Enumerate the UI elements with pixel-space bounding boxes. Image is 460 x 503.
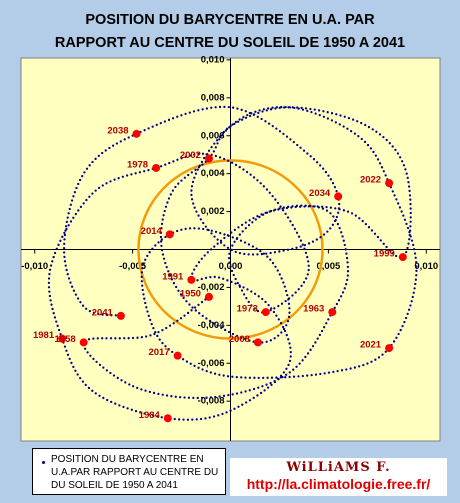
year-label: 1999 <box>374 249 395 260</box>
chart-title: RAPPORT AU CENTRE DU SOLEIL DE 1950 A 20… <box>55 35 405 51</box>
year-label: 1963 <box>303 304 324 315</box>
credit-url: http://la.climatologie.free.fr/ <box>246 476 431 492</box>
year-point <box>261 308 270 317</box>
year-point <box>173 351 182 360</box>
year-point <box>79 338 88 347</box>
year-label: 2002 <box>180 150 201 161</box>
year-label: 2034 <box>309 188 331 199</box>
year-label: 2017 <box>148 347 169 358</box>
year-point <box>132 129 141 138</box>
year-point <box>398 253 407 262</box>
year-point <box>204 154 213 163</box>
legend-label: POSITION DU BARYCENTRE EN U.A.PAR RAPPOR… <box>51 454 219 491</box>
year-point <box>152 163 161 172</box>
legend: POSITION DU BARYCENTRE EN U.A.PAR RAPPOR… <box>32 448 226 495</box>
trajectory <box>47 105 418 421</box>
year-label: 2014 <box>141 226 163 237</box>
year-label: 1958 <box>55 334 76 345</box>
chart-title: POSITION DU BARYCENTRE EN U.A. PAR <box>85 12 375 28</box>
year-label: 1978 <box>127 159 148 170</box>
y-tick-label: 0,002 <box>201 206 225 217</box>
year-point <box>58 334 67 343</box>
y-tick-label: 0,008 <box>201 92 225 103</box>
y-tick-label: -0,002 <box>198 282 225 293</box>
year-label: 1973 <box>237 304 258 315</box>
year-label: 1950 <box>180 288 201 299</box>
year-point <box>328 308 337 317</box>
y-tick-label: -0,006 <box>198 358 225 369</box>
credit-author: WiLLiAMS F. <box>286 460 391 475</box>
y-tick-label: -0,004 <box>198 320 226 331</box>
year-label: 2041 <box>92 307 114 318</box>
x-tick-label: 0,010 <box>414 261 438 272</box>
y-tick-label: -0,008 <box>198 396 225 407</box>
y-tick-label: 0,006 <box>201 130 225 141</box>
credit: WiLLiAMS F. http://la.climatologie.free.… <box>230 458 447 496</box>
x-tick-label: 0,005 <box>317 261 341 272</box>
year-label: 2022 <box>360 175 381 186</box>
x-tick-label: -0,010 <box>21 261 48 272</box>
year-point <box>204 292 213 301</box>
year-point <box>334 192 343 201</box>
year-point <box>385 179 394 188</box>
year-point <box>385 344 394 353</box>
y-tick-label: 0,004 <box>201 168 225 179</box>
sun-outline <box>137 159 324 340</box>
year-point <box>165 230 174 239</box>
year-label: 2008 <box>229 334 250 345</box>
year-label: 1991 <box>162 271 184 282</box>
year-point <box>163 414 172 423</box>
year-point <box>253 338 262 347</box>
year-label: 1984 <box>139 410 161 421</box>
year-point <box>187 275 196 284</box>
year-point <box>116 311 125 320</box>
y-tick-label: 0,010 <box>201 54 225 65</box>
year-label: 2021 <box>360 340 382 351</box>
year-label: 2038 <box>107 125 128 136</box>
year-label: 1981 <box>33 330 55 341</box>
legend-marker <box>42 461 45 464</box>
x-tick-label: -0,005 <box>119 261 147 272</box>
